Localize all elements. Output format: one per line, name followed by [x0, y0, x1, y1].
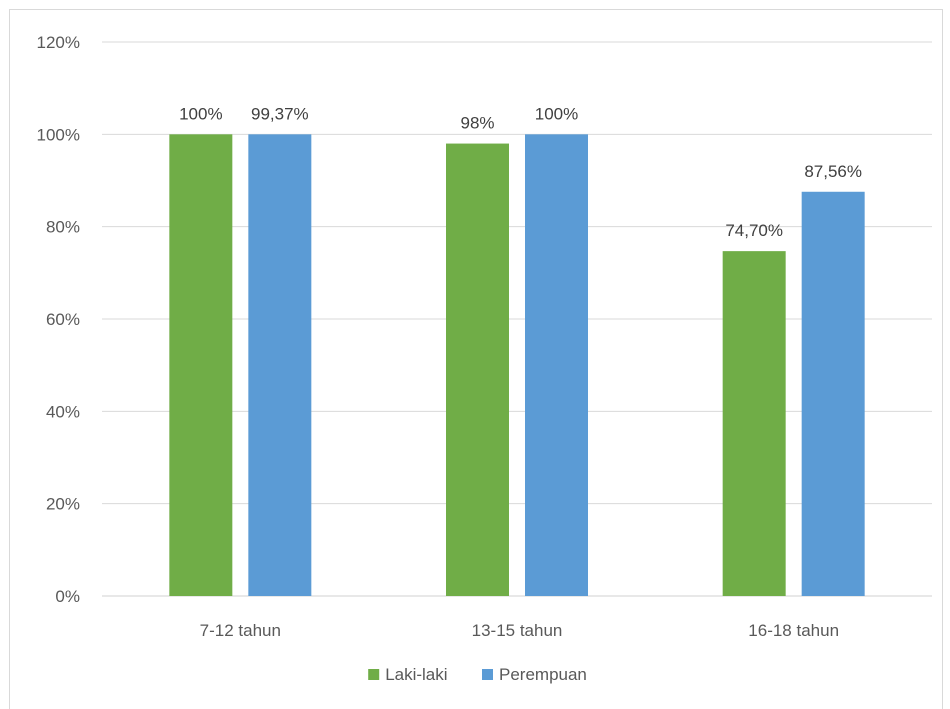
y-tick-label: 120%	[37, 33, 80, 52]
data-label: 87,56%	[804, 162, 862, 181]
y-tick-label: 80%	[46, 218, 80, 237]
data-label: 98%	[460, 114, 494, 133]
y-tick-label: 60%	[46, 310, 80, 329]
legend-label: Perempuan	[499, 665, 587, 684]
bar-perempuan-0	[248, 134, 312, 597]
data-label: 100%	[179, 104, 222, 123]
x-axis-category-labels: 7-12 tahun 13-15 tahun 16-18 tahun	[200, 621, 839, 640]
data-label: 99,37%	[251, 104, 309, 123]
y-tick-label: 40%	[46, 402, 80, 421]
bars	[169, 134, 865, 597]
legend-label: Laki-laki	[385, 665, 447, 684]
bar-laki-laki-0	[169, 134, 233, 597]
bar-perempuan-2	[801, 191, 865, 597]
bar-laki-laki-2	[722, 251, 786, 596]
category-label: 13-15 tahun	[472, 621, 563, 640]
y-tick-label: 100%	[37, 125, 80, 144]
y-tick-label: 0%	[55, 587, 80, 606]
data-labels: 100% 99,37% 98% 100% 74,70% 87,56%	[179, 104, 862, 240]
gridlines	[102, 41, 932, 597]
y-tick-label: 20%	[46, 495, 80, 514]
bar-laki-laki-1	[446, 143, 509, 597]
legend: Laki-laki Perempuan	[368, 665, 587, 684]
y-axis-tick-labels: 0% 20% 40% 60% 80% 100% 120%	[37, 33, 80, 606]
bar-perempuan-1	[525, 134, 588, 597]
data-label: 100%	[535, 104, 578, 123]
category-label: 16-18 tahun	[748, 621, 839, 640]
legend-swatch	[368, 669, 380, 680]
legend-swatch	[482, 669, 493, 680]
category-label: 7-12 tahun	[200, 621, 281, 640]
data-label: 74,70%	[725, 221, 783, 240]
